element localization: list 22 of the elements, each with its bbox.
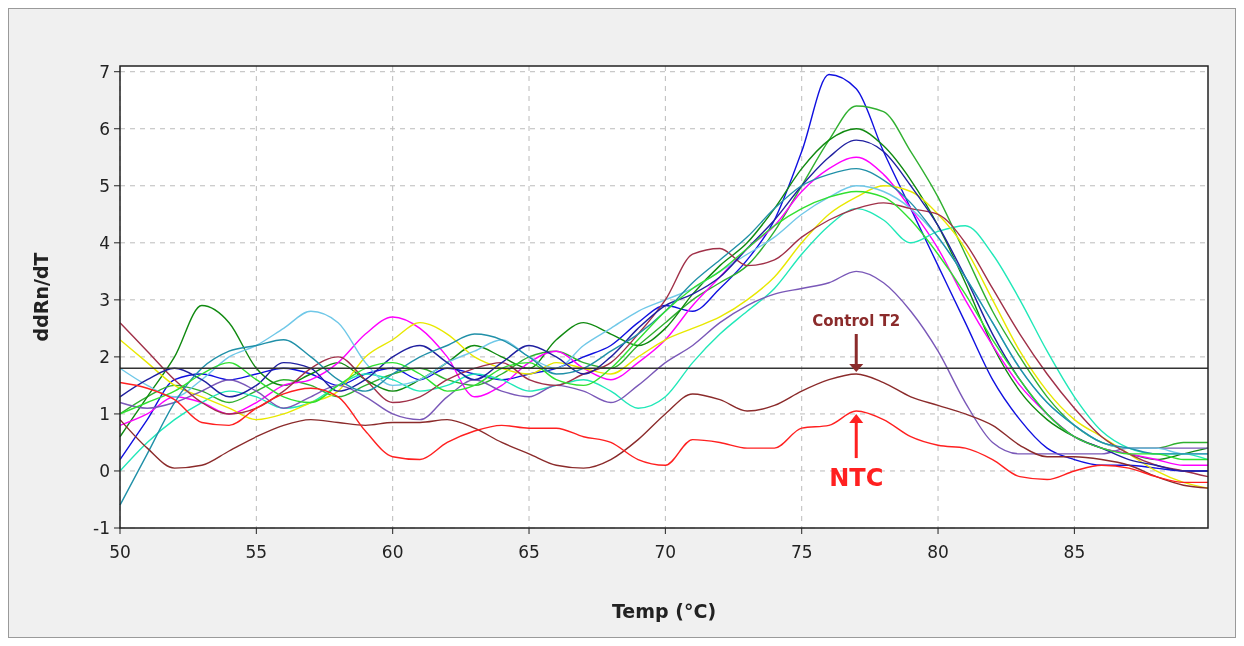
x-tick-label: 85 <box>1063 542 1086 562</box>
y-tick-label: 6 <box>99 118 110 139</box>
line-series <box>119 270 1209 455</box>
x-tick-label: 60 <box>381 542 404 562</box>
y-axis-title: ddRn/dT <box>30 252 52 342</box>
y-tick-label: 7 <box>99 61 110 82</box>
x-tick-label: 55 <box>245 542 268 562</box>
x-tick-label: 70 <box>654 542 677 562</box>
y-tick-label: 5 <box>99 175 110 196</box>
x-axis-title: Temp (°C) <box>611 600 717 622</box>
y-tick-label: 0 <box>99 460 110 481</box>
y-tick-label: -1 <box>93 518 110 538</box>
x-tick-label: 80 <box>927 542 949 562</box>
y-tick-label: 3 <box>99 289 110 310</box>
y-tick-label: 1 <box>99 403 110 424</box>
y-tick-label: 2 <box>99 346 110 367</box>
x-tick-label: 50 <box>109 542 131 562</box>
y-tick-label: 4 <box>99 232 110 253</box>
annotation: Control T2 <box>812 312 901 330</box>
x-tick-label: 65 <box>518 542 540 562</box>
annotation: NTC <box>829 464 884 493</box>
x-tick-label: 75 <box>790 542 813 562</box>
